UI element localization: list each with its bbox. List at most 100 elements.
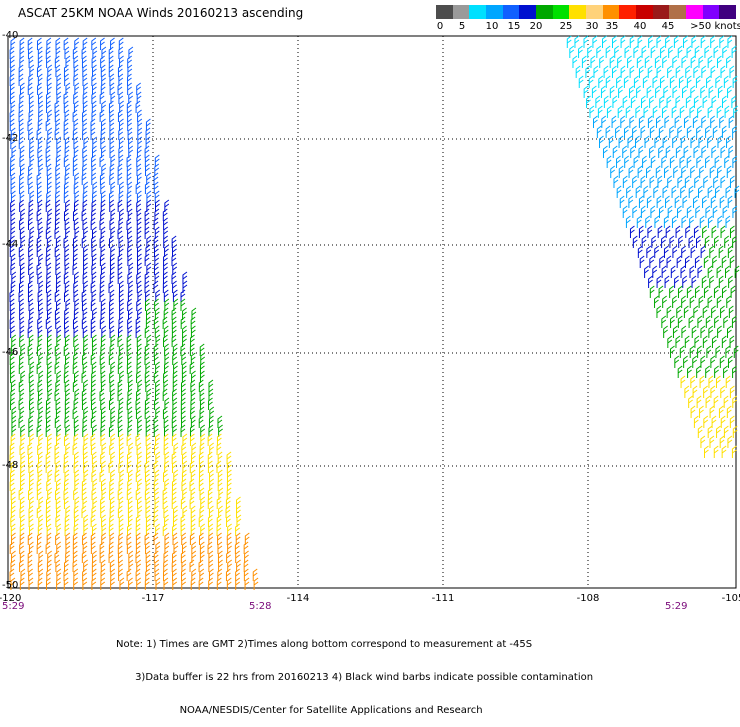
- wind-barb: [180, 514, 186, 527]
- wind-barb: [137, 127, 143, 140]
- wind-barb: [127, 55, 133, 68]
- wind-barb: [37, 190, 42, 203]
- wind-barb: [182, 433, 188, 446]
- wind-barb: [661, 155, 667, 168]
- wind-barb: [217, 568, 223, 581]
- wind-barb: [677, 175, 683, 188]
- wind-barb: [64, 46, 70, 59]
- wind-barb: [690, 375, 696, 388]
- wind-barb: [27, 451, 33, 464]
- wind-barb: [182, 271, 188, 284]
- wind-barb: [127, 82, 132, 95]
- wind-speed-legend: 0 5 10 15 20 25 30 35 40 45 >50 knots: [436, 5, 740, 39]
- wind-barb: [718, 245, 724, 258]
- wind-barb: [83, 226, 88, 239]
- wind-barb: [145, 424, 151, 437]
- wind-barb: [11, 334, 17, 347]
- wind-barb: [45, 424, 51, 437]
- wind-barb: [47, 388, 53, 401]
- wind-barb: [19, 262, 25, 275]
- wind-barb: [127, 451, 132, 464]
- wind-barb: [135, 397, 141, 410]
- wind-barb: [181, 559, 187, 572]
- wind-barb: [73, 325, 79, 338]
- wind-barb: [190, 505, 196, 518]
- wind-barb: [218, 487, 224, 500]
- wind-barb: [701, 145, 707, 158]
- wind-barb: [704, 235, 710, 248]
- wind-barb: [171, 451, 177, 464]
- wind-barb: [682, 85, 687, 98]
- wind-barb: [646, 195, 652, 208]
- wind-barb: [628, 165, 634, 178]
- wind-barb: [190, 397, 196, 410]
- wind-barb: [200, 352, 206, 365]
- wind-barb: [109, 217, 115, 230]
- wind-barb: [110, 388, 115, 401]
- wind-barb: [90, 280, 96, 293]
- wind-barb: [208, 424, 214, 437]
- wind-barb: [135, 325, 141, 338]
- wind-barb: [101, 145, 106, 158]
- wind-barb: [727, 245, 733, 258]
- wind-barb: [711, 335, 717, 348]
- wind-barb: [91, 73, 97, 86]
- wind-barb: [656, 195, 662, 208]
- wind-barb: [710, 195, 716, 208]
- wind-barb: [65, 550, 70, 563]
- wind-barb: [45, 406, 51, 419]
- wind-barb: [199, 361, 205, 374]
- wind-barb: [37, 415, 43, 428]
- wind-barb: [135, 514, 141, 527]
- wind-barb: [136, 217, 142, 230]
- wind-barb: [665, 145, 671, 158]
- legend-swatch: [536, 5, 553, 19]
- wind-barb: [190, 487, 196, 500]
- wind-barb: [45, 505, 51, 518]
- wind-barb: [153, 352, 159, 365]
- wind-barb: [640, 205, 646, 218]
- wind-barb: [199, 370, 205, 383]
- wind-barb: [109, 478, 115, 491]
- wind-barb: [697, 425, 703, 438]
- wind-barb: [729, 225, 735, 238]
- wind-barb: [28, 514, 34, 527]
- wind-barb: [155, 379, 160, 392]
- wind-barb: [101, 100, 107, 113]
- wind-barb: [127, 424, 133, 437]
- wind-barb: [100, 127, 106, 140]
- wind-barb: [119, 208, 124, 221]
- wind-barb: [713, 395, 719, 408]
- legend-swatch: [486, 5, 503, 19]
- wind-barb: [144, 325, 150, 338]
- wind-barb: [118, 190, 124, 203]
- wind-barb: [37, 334, 43, 347]
- wind-barb: [616, 185, 622, 198]
- wind-barb: [108, 64, 114, 77]
- wind-barb: [173, 469, 179, 482]
- wind-barb: [10, 190, 16, 203]
- wind-barb: [28, 334, 34, 347]
- wind-barb: [181, 568, 186, 581]
- wind-barb: [710, 385, 716, 398]
- wind-barb: [734, 185, 740, 198]
- wind-barb: [696, 365, 701, 378]
- wind-barb: [91, 91, 97, 104]
- wind-barb: [154, 163, 160, 176]
- wind-barb: [707, 185, 713, 198]
- wind-barb: [65, 388, 70, 401]
- wind-barb: [732, 75, 738, 88]
- wind-barb: [624, 155, 629, 168]
- wind-barb: [99, 352, 105, 365]
- wind-barb: [144, 217, 150, 230]
- wind-barb: [137, 478, 142, 491]
- wind-barb: [54, 550, 60, 563]
- wind-barb: [648, 35, 653, 48]
- wind-barb: [630, 95, 636, 108]
- wind-barb: [127, 478, 133, 491]
- wind-barb: [684, 335, 690, 348]
- wind-barb: [27, 550, 33, 563]
- wind-barb: [135, 181, 141, 194]
- wind-barb: [137, 307, 142, 320]
- wind-barb: [727, 435, 733, 448]
